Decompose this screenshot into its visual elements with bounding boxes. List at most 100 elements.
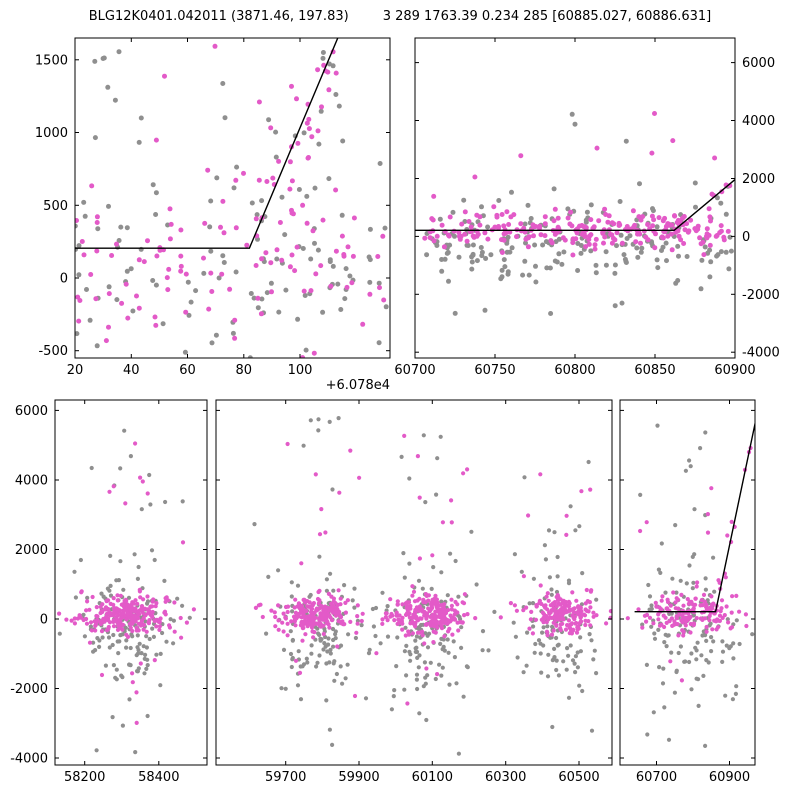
data-point-gray <box>317 554 322 559</box>
data-point-pink <box>435 600 440 605</box>
data-point-gray <box>207 224 213 230</box>
data-point-pink <box>138 595 143 600</box>
data-point-gray <box>136 139 142 145</box>
data-point-pink <box>89 183 95 189</box>
data-point-gray <box>548 311 554 316</box>
data-point-pink <box>128 625 133 630</box>
data-point-gray <box>550 724 555 730</box>
data-point-gray <box>543 557 549 562</box>
data-point-gray <box>617 199 623 204</box>
data-point-pink <box>664 606 669 611</box>
data-point-pink <box>90 594 95 600</box>
data-point-pink <box>562 237 568 243</box>
data-point-pink <box>569 223 575 229</box>
data-point-pink <box>116 613 121 618</box>
data-point-pink <box>581 231 587 237</box>
data-point-pink <box>551 620 556 625</box>
data-point-pink <box>137 589 142 594</box>
data-point-pink <box>447 214 453 220</box>
data-point-gray <box>97 644 102 650</box>
data-point-gray <box>461 694 466 699</box>
data-point-pink <box>614 230 620 236</box>
data-point-pink <box>709 486 714 491</box>
data-point-gray <box>694 657 699 662</box>
data-point-gray <box>459 625 464 630</box>
data-point-gray <box>588 202 594 208</box>
data-point-gray <box>333 92 339 97</box>
data-point-pink <box>306 604 311 609</box>
data-point-pink <box>465 612 470 617</box>
data-point-gray <box>546 652 551 657</box>
data-point-pink <box>92 619 97 624</box>
data-point-gray <box>302 293 308 298</box>
data-point-gray <box>289 580 294 585</box>
data-point-gray <box>336 103 342 109</box>
data-point-pink <box>320 217 326 223</box>
data-point-pink <box>403 633 408 638</box>
x-tick-label: 60 <box>179 363 196 378</box>
data-point-pink <box>209 289 215 294</box>
data-point-gray <box>619 300 625 306</box>
data-point-pink <box>554 623 559 628</box>
y-tick-label: -2000 <box>742 288 780 303</box>
data-point-gray <box>566 578 572 583</box>
data-point-pink <box>315 67 321 73</box>
data-point-gray <box>703 430 708 435</box>
data-point-gray <box>301 443 306 448</box>
data-point-pink <box>152 658 157 663</box>
data-point-pink <box>433 614 438 619</box>
data-point-pink <box>456 628 461 633</box>
data-point-gray <box>147 636 152 642</box>
data-point-gray <box>439 673 444 678</box>
data-point-pink <box>582 613 588 618</box>
data-point-gray <box>303 347 309 353</box>
data-point-gray <box>447 682 452 687</box>
data-point-pink <box>417 556 422 561</box>
data-point-gray <box>290 655 295 661</box>
data-point-pink <box>152 619 157 624</box>
data-point-pink <box>636 214 642 220</box>
data-point-gray <box>309 643 314 648</box>
data-point-gray <box>402 575 407 580</box>
data-point-pink <box>283 616 288 621</box>
data-point-pink <box>568 209 574 215</box>
data-point-pink <box>289 207 294 213</box>
data-point-pink <box>542 233 548 239</box>
data-point-gray <box>492 609 497 615</box>
data-point-pink <box>150 609 155 615</box>
y-tick-label: -4000 <box>10 752 48 767</box>
data-point-gray <box>120 675 125 680</box>
data-point-pink <box>343 610 348 615</box>
data-point-pink <box>461 601 467 606</box>
data-point-gray <box>456 254 462 260</box>
data-point-gray <box>128 663 133 668</box>
data-point-gray <box>701 673 706 679</box>
data-point-pink <box>564 532 569 538</box>
data-point-gray <box>193 288 199 294</box>
data-point-pink <box>389 611 394 617</box>
x-tick-label: 60750 <box>474 363 515 378</box>
data-point-gray <box>425 673 430 678</box>
data-point-gray <box>635 254 641 260</box>
data-point-gray <box>684 581 689 586</box>
data-point-pink <box>681 603 686 608</box>
data-point-pink <box>336 619 341 624</box>
data-point-gray <box>402 687 407 692</box>
data-point-pink <box>95 614 100 619</box>
data-point-pink <box>647 615 653 620</box>
data-point-gray <box>554 667 559 673</box>
data-point-gray <box>207 359 212 364</box>
data-point-pink <box>154 253 160 259</box>
data-point-pink <box>383 615 388 620</box>
data-point-pink <box>717 613 723 618</box>
data-point-gray <box>434 243 440 248</box>
panel-top-left-frame <box>74 37 391 359</box>
data-point-gray <box>478 245 484 250</box>
data-point-pink <box>276 603 281 608</box>
panel-bottom-right-frame <box>619 399 756 766</box>
x-tick-label: 60300 <box>485 770 526 785</box>
data-point-gray <box>139 651 144 656</box>
data-point-gray <box>569 111 575 117</box>
data-point-gray <box>144 634 149 639</box>
data-point-gray <box>540 242 546 248</box>
